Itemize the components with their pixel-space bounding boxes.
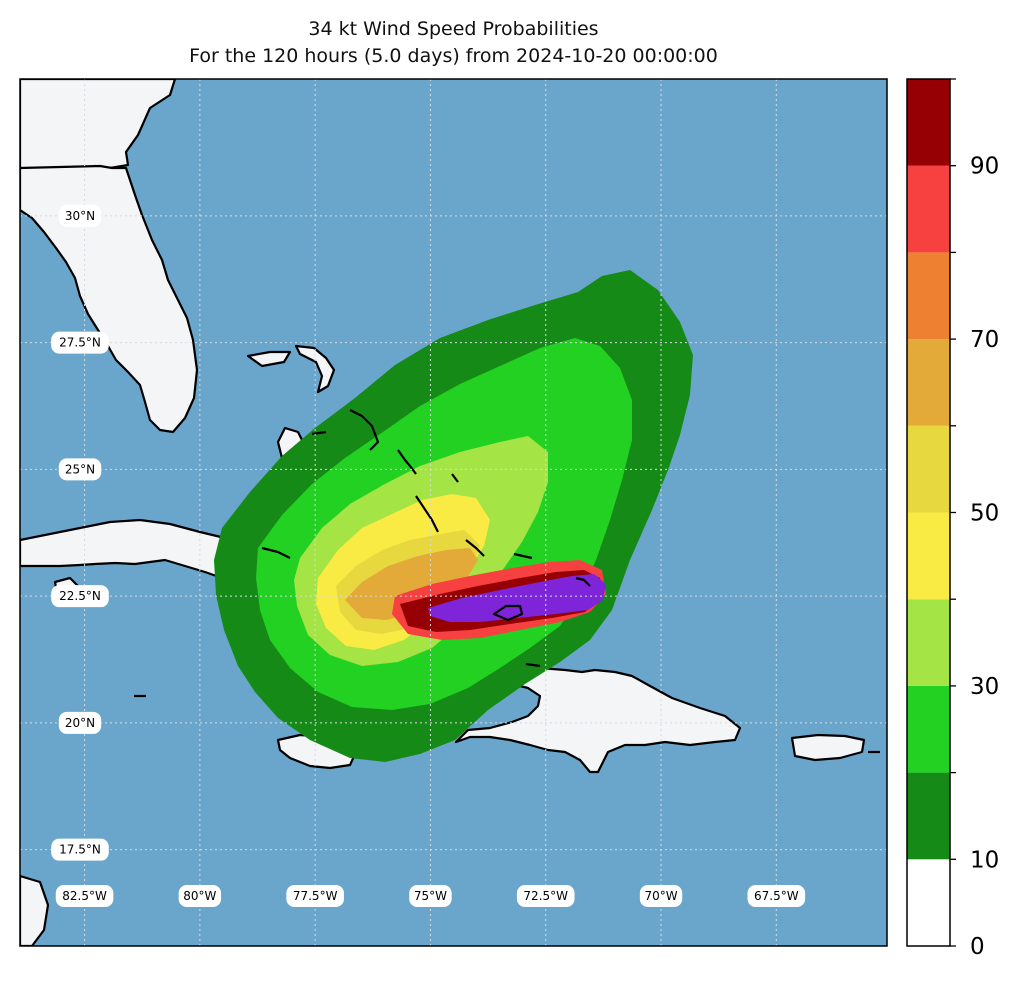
prob-band-60-70 [345,548,478,620]
colorbar-segment [907,859,950,946]
colorbar-segment [907,772,950,860]
colorbar-tick-label: 50 [970,501,999,527]
lat-label-text: 20°N [65,716,95,730]
lon-label-box [409,885,452,907]
lon-label-text: 77.5°W [293,889,338,903]
bahamas-islands [134,409,880,754]
lat-label-box [58,458,102,481]
lat-label-box [51,331,109,354]
lon-label-text: 72.5°W [523,889,568,903]
lon-label-box [286,885,344,907]
lat-label-box [58,204,102,227]
chart-title: 34 kt Wind Speed Probabilities [308,18,599,40]
lat-label-box [51,838,109,861]
map-area: 30°N 27.5°N 25°N 22.5°N 20°N 17.5°N 82.5°W 80°… [20,79,887,946]
lat-label-box [58,711,102,734]
lat-label: 30°N [58,204,102,227]
lat-label: 25°N [58,458,102,481]
cat-island [415,495,439,533]
acklins [513,552,533,560]
puerto-rico [790,733,866,762]
lat-label-text: 22.5°N [59,589,101,603]
probability-contours [214,270,693,762]
lon-label-box [747,885,806,907]
small-cays [311,430,327,436]
lon-label-box [516,885,575,907]
lon-label-text: 75°W [414,889,447,903]
colorbar-segment [907,252,950,340]
lat-label-text: 30°N [65,209,95,223]
colorbar-segment [907,685,950,773]
florida-peninsula [20,164,199,434]
colorbar-segment [907,599,950,686]
lon-label-text: 80°W [183,889,216,903]
colorbar-segment [907,339,950,426]
lon-label-text: 67.5°W [754,889,799,903]
colorbar-tick-label: 70 [970,327,999,353]
lat-label: 27.5°N [51,331,109,354]
lon-label: 80°W [178,885,222,907]
lat-label: 22.5°N [51,585,109,608]
lon-label-text: 70°W [644,889,677,903]
lon-label: 70°W [639,885,683,907]
lat-label-text: 27.5°N [59,336,101,350]
lon-label-box [178,885,222,907]
exuma-cays [397,449,417,475]
long-island [465,539,485,557]
longitude-labels: 82.5°W 80°W 77.5°W 75°W 72.5°W 70°W 67.5°W [55,885,806,907]
prob-band-90-100 [428,574,606,622]
grand-bahama [246,350,292,368]
great-inagua-west [525,662,541,668]
ragged-island [451,473,459,483]
hispaniola [454,666,742,774]
abaco [294,344,336,394]
map-frame [19,78,888,947]
eleuthera [349,409,380,451]
lat-label-text: 25°N [65,462,95,476]
lat-label: 20°N [58,711,102,734]
chart-subtitle: For the 120 hours (5.0 days) from 2024-1… [189,45,718,67]
inagua [492,604,524,622]
colorbar-tick-label: 30 [970,674,999,700]
colorbar-segment [907,165,950,253]
colorbar-tick-label: 90 [970,154,999,180]
colorbar-segment [907,512,950,600]
lon-label: 67.5°W [747,885,806,907]
colorbar-tick-label: 0 [970,934,985,960]
colorbar-segment [907,79,950,166]
lon-label-text: 82.5°W [62,889,107,903]
colorbar: 0 10 30 50 70 90 [906,78,999,960]
colorbar-tick-label: 10 [970,847,999,873]
lon-label: 77.5°W [286,885,344,907]
yucatan-tip [20,874,50,946]
cuba-north-cays [261,546,291,559]
lon-label: 82.5°W [55,885,114,907]
lat-label: 17.5°N [51,838,109,861]
latitude-labels: 30°N 27.5°N 25°N 22.5°N 20°N 17.5°N [51,204,109,861]
lat-label-box [51,585,109,608]
lon-label-box [639,885,683,907]
lon-label-box [55,885,114,907]
colorbar-segment [907,425,950,513]
lon-label: 72.5°W [516,885,575,907]
lat-label-text: 17.5°N [59,843,101,857]
lon-label: 75°W [409,885,452,907]
caicos [575,576,591,587]
